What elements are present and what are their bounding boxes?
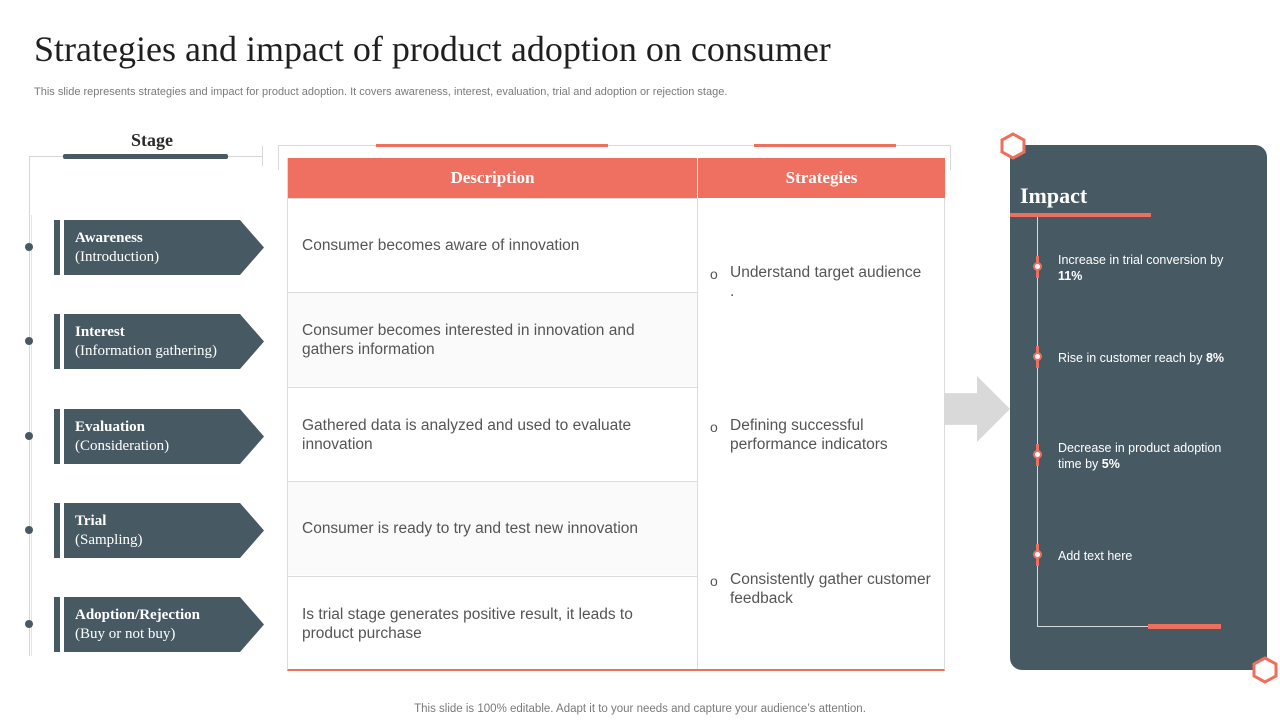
stage-item-bar [54,597,60,652]
stage-item-trial: Trial (Sampling) [54,503,264,558]
hexagon-icon [1252,656,1278,684]
stage-dot [25,243,33,251]
stage-item-bar [54,314,60,369]
stage-dot [25,526,33,534]
stage-top-tick [262,146,263,166]
impact-title: Impact [1020,183,1088,208]
impact-timeline-line [1037,217,1038,627]
impact-item: Decrease in product adoption time by 5% [1058,440,1248,472]
stage-vertical-line [29,156,30,656]
stage-heading-underline [63,154,228,159]
strategy-text: Consistently gather customer feedback [730,571,931,607]
stage-heading: Stage [131,130,173,150]
strategy-text: Understand target audience [730,264,922,281]
stage-item-name: Evaluation [75,419,146,435]
table-accent-line [376,144,608,147]
description-text: Consumer is ready to try and test new in… [302,520,639,537]
impact-highlight: 5% [1101,457,1120,471]
impact-item: Increase in trial conversion by 11% [1058,252,1248,284]
impact-item: Add text here [1058,548,1248,564]
strategy-item: o Consistently gather customer feedback [710,570,940,610]
impact-text: Rise in customer reach by [1058,351,1206,365]
strategy-item: o Defining successful performance indica… [710,416,940,456]
right-arrow-icon [944,376,1010,442]
timeline-dot [1033,352,1042,361]
table-row: Consumer becomes interested in innovatio… [288,292,697,386]
impact-panel [1010,145,1267,670]
description-text: Consumer becomes aware of innovation [302,237,580,254]
stage-item-sub: (Consideration) [75,438,170,454]
stage-item-chevron [64,597,264,652]
strategy-extra: . [730,283,735,300]
bullet-icon: o [710,266,718,282]
impact-text: Add text here [1058,549,1133,563]
impact-timeline-accent [1148,624,1221,629]
stage-item-awareness: Awareness (Introduction) [54,220,264,275]
impact-highlight: 11% [1058,269,1083,283]
impact-text: Decrease in product adoption time by [1058,441,1222,471]
timeline-dot [1033,262,1042,271]
stage-item-bar [54,503,60,558]
stage-item-bar [54,220,60,275]
stage-item-adoption: Adoption/Rejection (Buy or not buy) [54,597,264,652]
table-column-separator [697,198,698,669]
stage-item-chevron [64,409,264,464]
table-header-description: Description [288,158,697,198]
table-header-strategies: Strategies [698,158,945,198]
stage-item-chevron [64,503,264,558]
table-row: Consumer is ready to try and test new in… [288,481,697,575]
stage-item-name: Interest [75,324,125,340]
description-text: Consumer becomes interested in innovatio… [302,321,635,358]
strategy-text: Defining successful performance indicato… [730,417,888,453]
slide-subtitle: This slide represents strategies and imp… [34,86,728,98]
slide-footer: This slide is 100% editable. Adapt it to… [414,703,866,715]
timeline-dot [1033,450,1042,459]
stage-item-sub: (Buy or not buy) [75,626,176,642]
hexagon-icon [1000,132,1026,160]
impact-highlight: 8% [1205,351,1225,365]
bullet-icon: o [710,419,718,435]
stage-item-name: Adoption/Rejection [75,607,200,623]
impact-title-underline [1010,213,1151,217]
stage-item-name: Awareness [75,230,143,246]
stage-item-chevron [64,314,264,369]
table-row: Consumer becomes aware of innovation [288,198,697,292]
timeline-dot [1033,550,1042,559]
impact-text: Increase in trial conversion by [1058,253,1224,267]
strategy-item: o Understand target audience. [710,263,940,303]
table-accent-line [754,144,896,147]
table-row: Gathered data is analyzed and used to ev… [288,387,697,481]
stage-item-name: Trial [75,513,107,529]
description-text: Is trial stage generates positive result… [302,605,633,642]
stage-item-sub: (Sampling) [75,532,143,548]
stage-item-bar [54,409,60,464]
table-row: Is trial stage generates positive result… [288,576,697,670]
bullet-icon: o [710,573,718,589]
slide-title: Strategies and impact of product adoptio… [34,29,831,69]
stage-dot [25,337,33,345]
stage-item-evaluation: Evaluation (Consideration) [54,409,264,464]
table-header-separator [697,158,698,198]
strategy-table: Description Strategies Consumer becomes … [287,158,945,671]
table-frame [278,145,951,170]
impact-item: Rise in customer reach by 8% [1058,350,1248,366]
stage-dot [25,620,33,628]
stage-item-sub: (Introduction) [75,249,160,265]
stage-dot [25,432,33,440]
stage-item-sub: (Information gathering) [75,343,218,359]
description-text: Gathered data is analyzed and used to ev… [302,416,632,453]
stage-item-chevron [64,220,264,275]
stage-item-interest: Interest (Information gathering) [54,314,264,369]
impact-timeline-base [1037,626,1221,627]
